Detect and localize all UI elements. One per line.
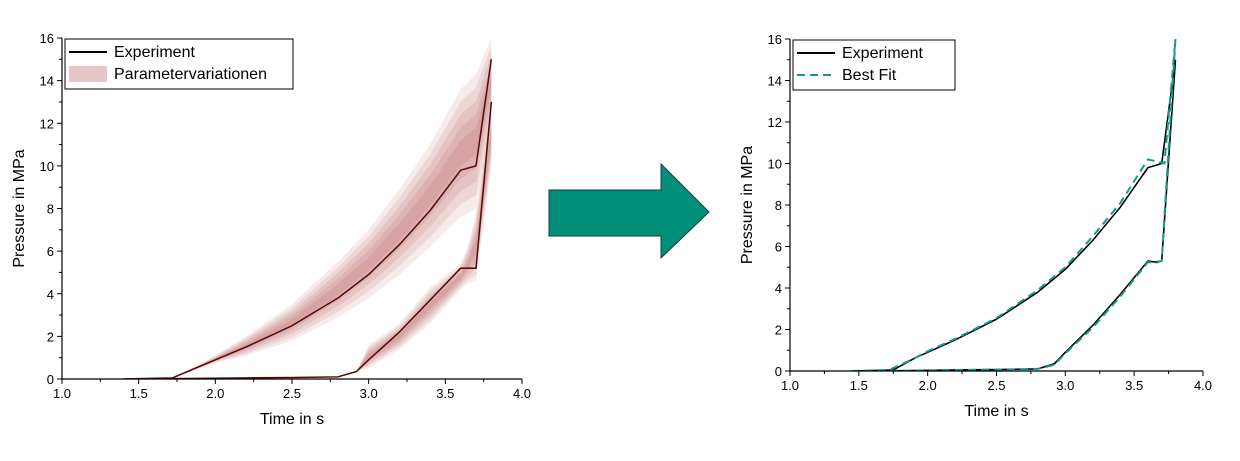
x-tick-label: 3.5 bbox=[1125, 378, 1143, 393]
legend-label: Parametervariationen bbox=[114, 66, 267, 83]
variation-band-layer bbox=[172, 38, 492, 378]
x-tick-label: 2.5 bbox=[987, 378, 1005, 393]
y-tick-label: 10 bbox=[40, 159, 54, 174]
variation-band-layer bbox=[356, 108, 492, 372]
y-tick-label: 4 bbox=[47, 287, 54, 302]
chart-parameter-variations: 1.0 1.5 2.0 2.5 3.0 3.5 4.0 0 2 4 6 8 10 12 14 16 Time i… bbox=[11, 31, 531, 428]
legend-swatch-band bbox=[69, 66, 107, 82]
y-tick-label: 14 bbox=[768, 74, 782, 89]
y-tick-label: 10 bbox=[768, 157, 782, 172]
legend: Experiment Best Fit bbox=[792, 39, 956, 91]
legend-box bbox=[792, 39, 956, 91]
y-tick-label: 6 bbox=[47, 244, 54, 259]
chart-best-fit: 1.0 1.5 2.0 2.5 3.0 3.5 4.0 0 2 4 6 8 10 12 14 16 Time i… bbox=[739, 32, 1212, 420]
series-experiment-core-line bbox=[123, 101, 492, 379]
x-tick-label: 3.0 bbox=[1056, 378, 1074, 393]
y-tick-label: 12 bbox=[768, 115, 782, 130]
right-arrow-icon bbox=[548, 162, 710, 260]
series-best-fit-line bbox=[851, 39, 1177, 371]
x-tick-label: 1.5 bbox=[850, 378, 868, 393]
y-tick-label: 14 bbox=[40, 74, 54, 89]
plot-area bbox=[851, 39, 1177, 371]
y-tick-label: 4 bbox=[775, 281, 782, 296]
x-tick-label: 1.0 bbox=[781, 378, 799, 393]
x-tick-label: 1.5 bbox=[130, 386, 148, 401]
y-tick-label: 16 bbox=[40, 31, 54, 46]
y-tick-label: 2 bbox=[47, 329, 54, 344]
legend-box bbox=[64, 38, 294, 90]
y-tick-label: 0 bbox=[47, 372, 54, 387]
variation-band-layer bbox=[172, 46, 492, 378]
legend-label: Best Fit bbox=[842, 67, 897, 84]
variation-band-layer bbox=[356, 101, 492, 372]
series-experiment-line bbox=[851, 59, 1177, 371]
y-tick-label: 8 bbox=[775, 198, 782, 213]
y-tick-label: 0 bbox=[775, 364, 782, 379]
arrow-shape bbox=[548, 162, 710, 260]
legend: Experiment Parametervariationen bbox=[64, 38, 294, 90]
x-axis-title: Time in s bbox=[260, 411, 324, 428]
y-tick-label: 12 bbox=[40, 116, 54, 131]
series-experiment-core-line bbox=[123, 59, 492, 379]
y-tick-label: 16 bbox=[768, 32, 782, 47]
y-tick-label: 6 bbox=[775, 240, 782, 255]
y-tick-label: 8 bbox=[47, 202, 54, 217]
y-tick-label: 2 bbox=[775, 323, 782, 338]
plot-area bbox=[123, 38, 493, 379]
x-tick-label: 3.5 bbox=[436, 386, 454, 401]
x-tick-label: 1.0 bbox=[53, 386, 71, 401]
x-tick-label: 4.0 bbox=[513, 386, 531, 401]
x-tick-label: 2.0 bbox=[206, 386, 224, 401]
x-tick-label: 4.0 bbox=[1194, 378, 1212, 393]
y-axis-title: Pressure in MPa bbox=[11, 149, 28, 267]
x-tick-label: 3.0 bbox=[360, 386, 378, 401]
y-axis-title: Pressure in MPa bbox=[739, 146, 756, 264]
legend-label: Experiment bbox=[114, 44, 195, 61]
x-axis-title: Time in s bbox=[964, 403, 1028, 420]
variation-band-layer bbox=[172, 55, 492, 378]
x-tick-label: 2.5 bbox=[283, 386, 301, 401]
x-tick-label: 2.0 bbox=[919, 378, 937, 393]
legend-label: Experiment bbox=[842, 45, 923, 62]
variation-band-layer bbox=[356, 114, 492, 372]
